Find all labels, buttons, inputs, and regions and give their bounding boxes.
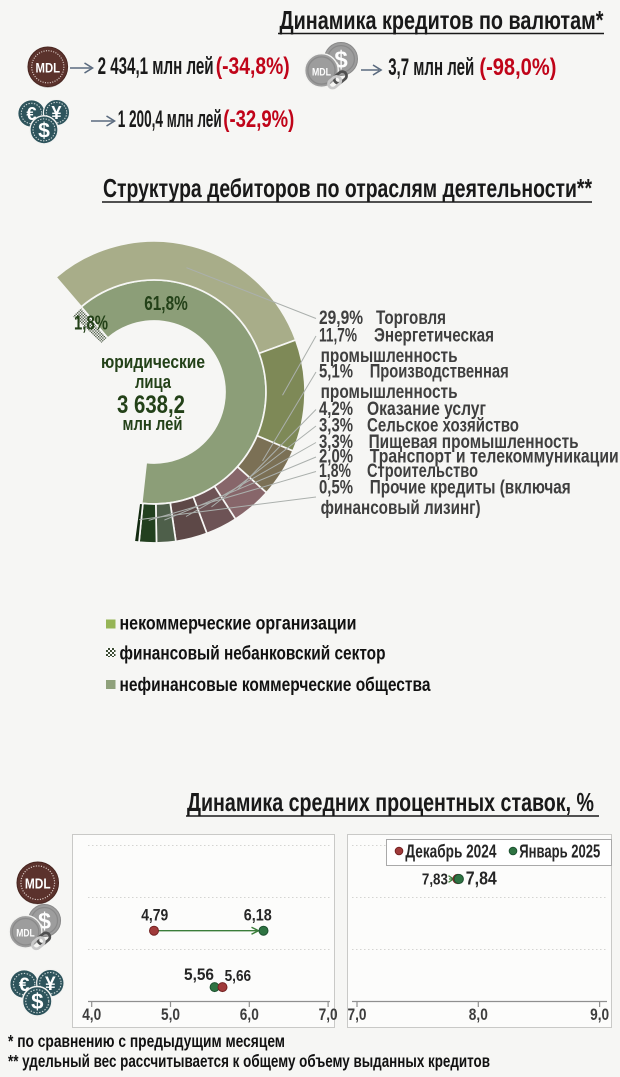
svg-text:3,3%: 3,3%: [319, 415, 353, 437]
svg-text:финансовый небанковский сектор: финансовый небанковский сектор: [120, 644, 386, 665]
svg-text:€: €: [19, 975, 30, 996]
svg-text:MDL: MDL: [36, 60, 61, 75]
svg-text:Пищевая промышленность: Пищевая промышленность: [369, 431, 579, 453]
svg-text:нефинансовые коммерческие обще: нефинансовые коммерческие общества: [120, 675, 431, 696]
svg-text:Производственная: Производственная: [370, 361, 509, 383]
svg-text:0,5%: 0,5%: [319, 477, 353, 499]
svg-text:3,7 млн лей: 3,7 млн лей: [388, 54, 474, 81]
svg-text:3 638,2: 3 638,2: [117, 391, 185, 419]
svg-text:6,0: 6,0: [240, 1005, 259, 1024]
svg-text:Торговля: Торговля: [376, 307, 446, 329]
svg-text:4,0: 4,0: [82, 1005, 101, 1024]
svg-text:7,0: 7,0: [348, 1005, 367, 1024]
svg-text:лица: лица: [135, 371, 172, 392]
svg-text:юридические: юридические: [101, 351, 205, 372]
svg-text:Сельское хозяйство: Сельское хозяйство: [367, 415, 519, 437]
svg-text:$: $: [31, 989, 44, 1014]
svg-text:5,56: 5,56: [184, 965, 214, 984]
svg-text:Прочие кредиты (включая: Прочие кредиты (включая: [370, 477, 571, 499]
svg-text:промышленность: промышленность: [321, 381, 458, 403]
svg-text:Оказание услуг: Оказание услуг: [367, 398, 486, 420]
svg-text:7,0: 7,0: [319, 1005, 338, 1024]
svg-text:Динамика кредитов по валютам*: Динамика кредитов по валютам*: [280, 5, 605, 35]
svg-text:1 200,4 млн лей: 1 200,4 млн лей: [118, 106, 222, 133]
svg-text:Транспорт и телекоммуникации: Транспорт и телекоммуникации: [370, 446, 619, 468]
svg-text:млн лей: млн лей: [123, 413, 183, 434]
svg-text:промышленность: промышленность: [321, 345, 458, 367]
svg-text:1,8%: 1,8%: [74, 313, 108, 335]
svg-text:Структура дебиторов по отрасля: Структура дебиторов по отраслям деятельн…: [103, 173, 593, 203]
svg-text:¥: ¥: [45, 974, 56, 995]
svg-text:4,79: 4,79: [141, 906, 168, 925]
svg-text:€: €: [26, 103, 36, 124]
svg-text:Январь 2025: Январь 2025: [519, 842, 600, 862]
svg-text:7,83: 7,83: [422, 872, 448, 889]
svg-text:Строительство: Строительство: [367, 460, 478, 482]
svg-text:2,0%: 2,0%: [319, 446, 353, 468]
svg-text:MDL: MDL: [25, 877, 51, 893]
svg-text:Динамика средних процентных ст: Динамика средних процентных ставок, %: [187, 787, 594, 817]
svg-text:Энергетическая: Энергетическая: [374, 325, 494, 347]
svg-text:$: $: [38, 119, 50, 142]
svg-text:MDL: MDL: [312, 67, 331, 79]
svg-text:(-32,9%): (-32,9%): [223, 106, 294, 133]
svg-text:7,84: 7,84: [466, 869, 497, 889]
svg-text:5,0: 5,0: [161, 1005, 180, 1024]
svg-text:4,2%: 4,2%: [319, 398, 353, 420]
svg-text:MDL: MDL: [16, 928, 35, 940]
svg-text:финансовый лизинг): финансовый лизинг): [321, 497, 481, 519]
svg-text:3,3%: 3,3%: [319, 431, 353, 453]
svg-text:1,8%: 1,8%: [319, 460, 351, 482]
svg-text:¥: ¥: [51, 102, 62, 123]
svg-text:8,0: 8,0: [469, 1005, 488, 1024]
svg-text:* по сравнению с предыдущим ме: * по сравнению с предыдущим месяцем: [8, 1031, 285, 1051]
svg-text:некоммерческие организации: некоммерческие организации: [120, 614, 357, 635]
svg-text:61,8%: 61,8%: [144, 293, 188, 315]
svg-text:5,1%: 5,1%: [319, 361, 353, 383]
svg-text:** удельный вес рассчитывается: ** удельный вес рассчитывается к общему …: [8, 1051, 490, 1071]
svg-text:29,9%: 29,9%: [319, 307, 363, 329]
svg-text:9,0: 9,0: [590, 1005, 609, 1024]
svg-text:(-98,0%): (-98,0%): [479, 54, 556, 81]
svg-text:Декабрь 2024: Декабрь 2024: [405, 842, 496, 862]
svg-text:11,7%: 11,7%: [319, 325, 357, 347]
svg-text:2 434,1 млн лей: 2 434,1 млн лей: [98, 53, 214, 80]
svg-text:5,66: 5,66: [225, 968, 252, 985]
svg-text:6,18: 6,18: [244, 906, 272, 925]
svg-text:(-34,8%): (-34,8%): [216, 53, 290, 80]
